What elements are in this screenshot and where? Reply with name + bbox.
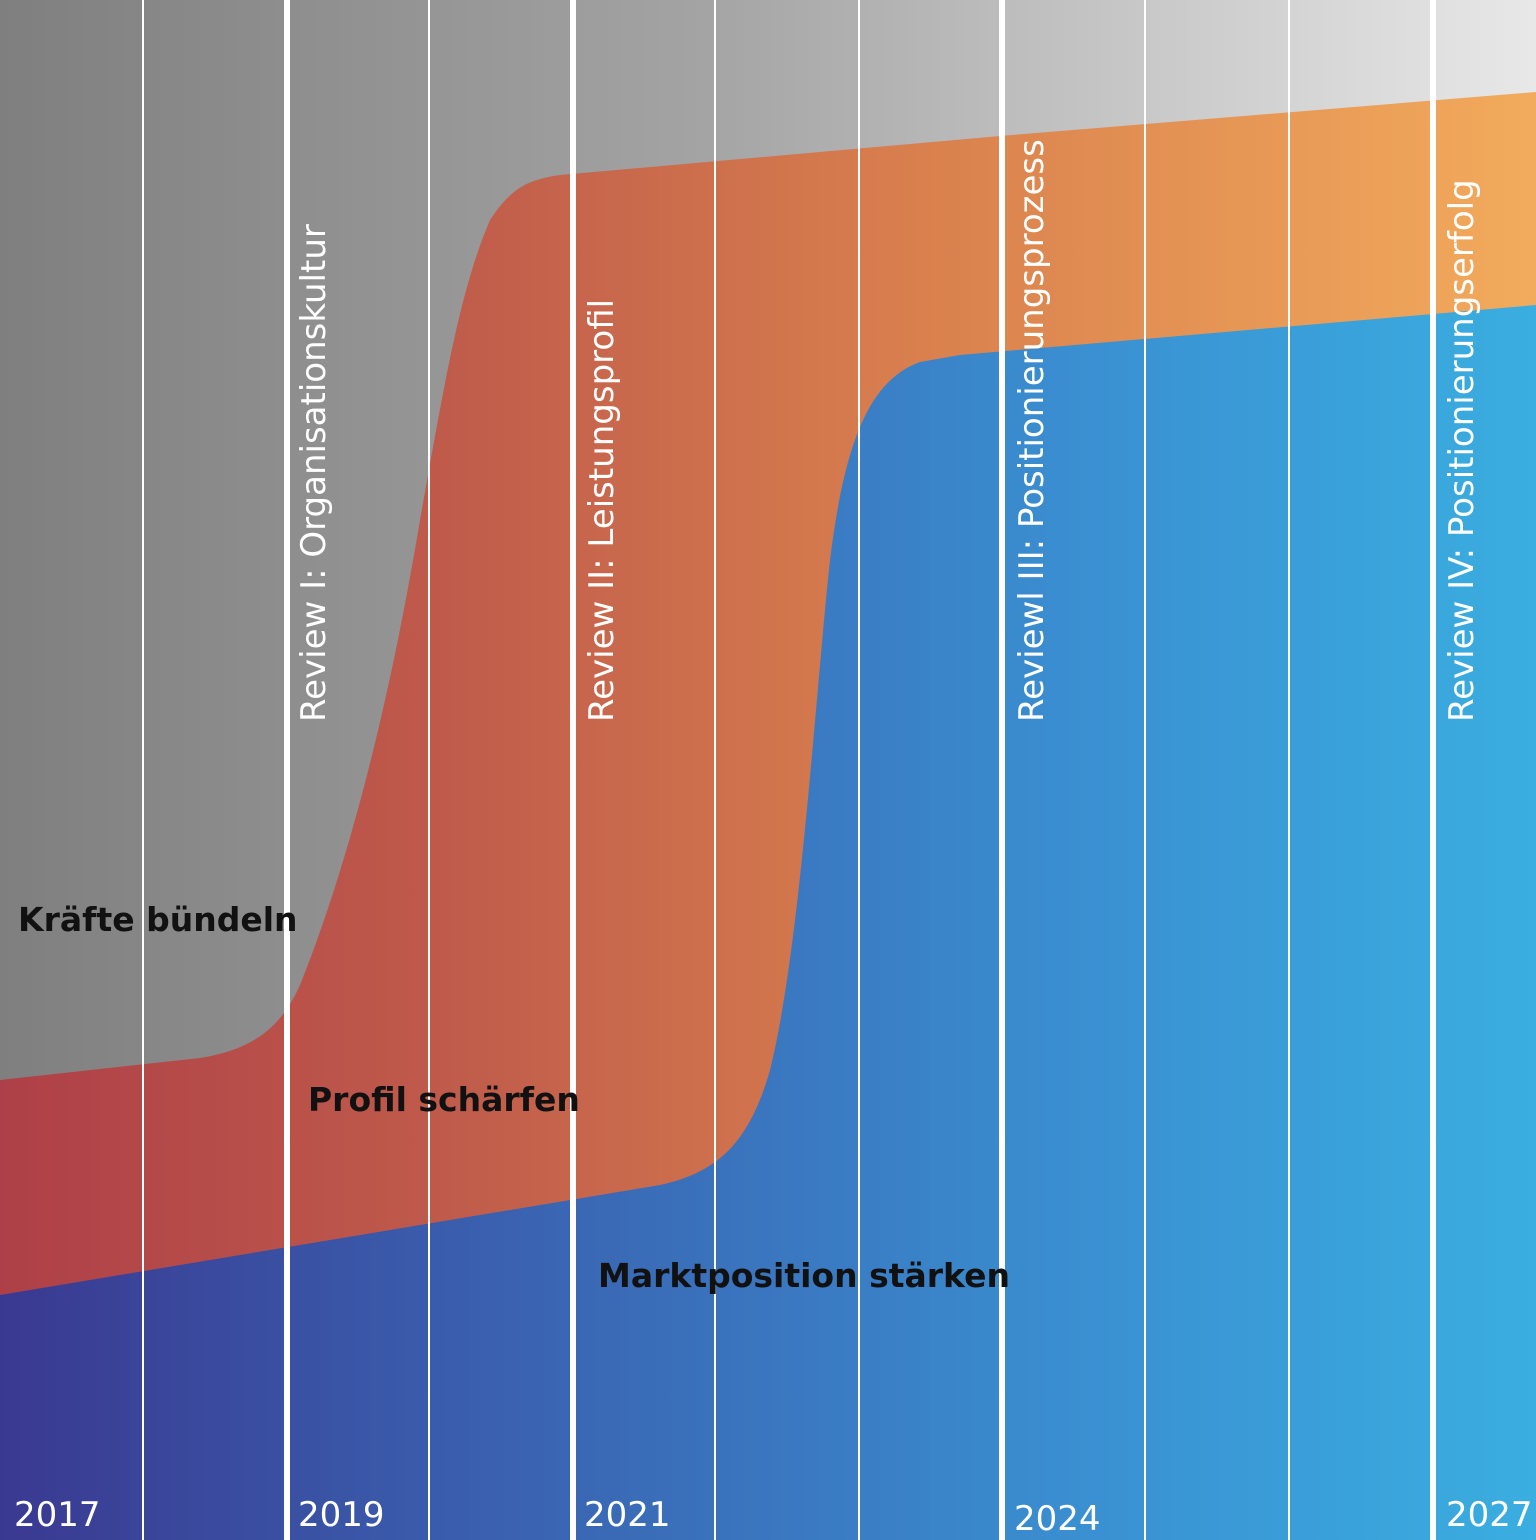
review-label-4: Review IV: Positionierungserfolg	[1442, 179, 1482, 722]
year-label: 2027	[1446, 1495, 1533, 1535]
band-label-profil: Profil schärfen	[308, 1080, 580, 1119]
band-label-markt: Marktposition stärken	[598, 1256, 1010, 1295]
band-markt-area	[0, 305, 1536, 1540]
review-label-3: Reviewl III: Positionierungsprozess	[1012, 139, 1052, 722]
review-label-1: Review I: Organisationskultur	[294, 224, 334, 722]
band-label-kraefte: Kräfte bündeln	[18, 900, 298, 939]
grid-dividers	[142, 0, 1436, 1540]
year-label: 2024	[1014, 1499, 1101, 1539]
review-label-2: Review II: Leistungsprofil	[582, 299, 622, 722]
year-label: 2019	[298, 1495, 385, 1535]
year-label: 2017	[14, 1495, 101, 1535]
year-label: 2021	[584, 1495, 671, 1535]
